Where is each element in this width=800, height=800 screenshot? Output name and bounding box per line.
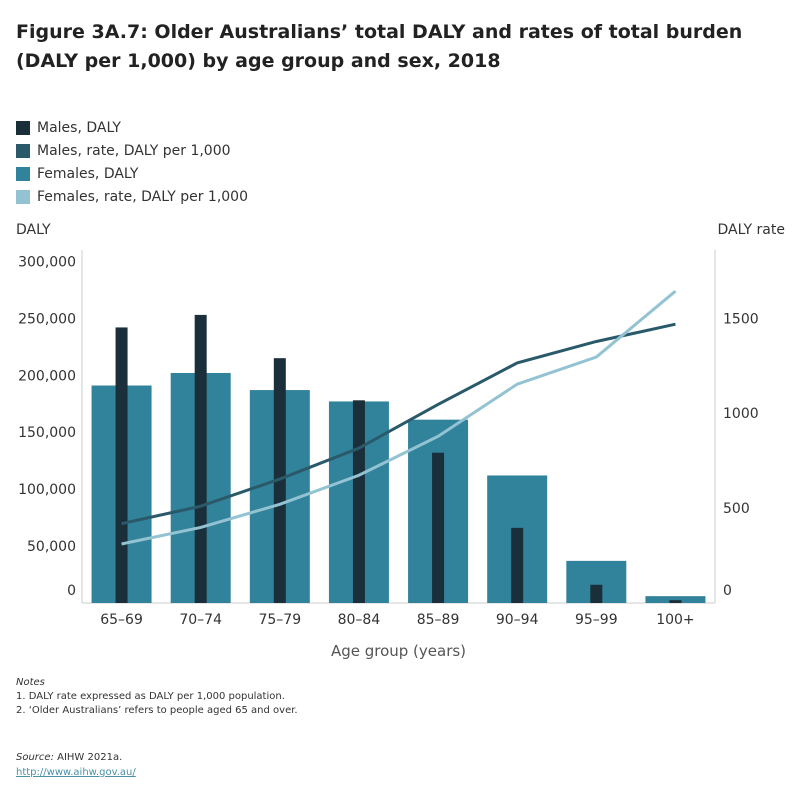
note: 1. DALY rate expressed as DALY per 1,000… [16,691,285,702]
x-tick-label: 100+ [656,612,694,628]
x-tick-label: 80–84 [338,612,381,628]
y-tick-label: 200,000 [18,368,76,384]
source-link[interactable]: http://www.aihw.gov.au/ [16,767,136,778]
x-tick-label: 90–94 [496,612,539,628]
notes-heading: Notes [16,677,45,688]
line-females-rate [121,290,677,546]
chart-title: Figure 3A.7: Older Australians’ total DA… [16,21,743,72]
y2-tick-label: 1000 [723,406,759,422]
line-males-rate [121,322,676,526]
y-tick-label: 150,000 [18,425,76,441]
source: Source: AIHW 2021a. http://www.aihw.gov.… [16,750,136,780]
x-tick-label: 70–74 [179,612,222,628]
legend-item: Females, DALY [16,162,248,185]
legend-swatch [16,189,30,204]
bar-males-daly [194,314,207,603]
bar-males-daly [115,327,128,603]
bar-females-daly [645,596,706,603]
legend-item: Males, DALY [16,116,248,139]
y-tick-label: 0 [67,583,76,599]
x-axis-title: Age group (years) [331,642,466,660]
source-label: Source: [16,752,54,763]
legend-label: Females, rate, DALY per 1,000 [37,188,248,205]
bar-males-daly [352,400,365,603]
y2-tick-label: 1500 [723,311,759,327]
y2-tick-label: 0 [723,583,732,599]
y-axis-title: DALY [16,222,51,238]
legend-item: Females, rate, DALY per 1,000 [16,185,248,208]
legend-label: Females, DALY [37,165,139,182]
x-tick-label: 65–69 [100,612,143,628]
y-tick-label: 50,000 [27,539,76,555]
source-text: AIHW 2021a. [53,752,123,763]
x-tick-label: 85–89 [417,612,460,628]
y-tick-label: 300,000 [18,254,76,270]
legend-item: Males, rate, DALY per 1,000 [16,139,248,162]
legend-swatch [16,120,30,135]
bar-males-daly [432,452,445,603]
x-tick-label: 95–99 [575,612,618,628]
note: 2. ‘Older Australians’ refers to people … [16,705,298,716]
y2-axis-title: DALY rate [718,222,786,238]
x-tick-label: 75–79 [258,612,301,628]
y2-tick-label: 500 [723,501,750,517]
legend-label: Males, DALY [37,119,121,136]
legend: Males, DALY Males, rate, DALY per 1,000 … [16,116,248,208]
bar-males-daly [511,527,524,603]
y-tick-label: 100,000 [18,482,76,498]
legend-swatch [16,166,30,181]
bar-males-daly [669,600,682,603]
bar-males-daly [590,584,603,603]
legend-label: Males, rate, DALY per 1,000 [37,142,231,159]
notes: Notes 1. DALY rate expressed as DALY per… [16,676,298,718]
legend-swatch [16,143,30,158]
y-tick-label: 250,000 [18,311,76,327]
